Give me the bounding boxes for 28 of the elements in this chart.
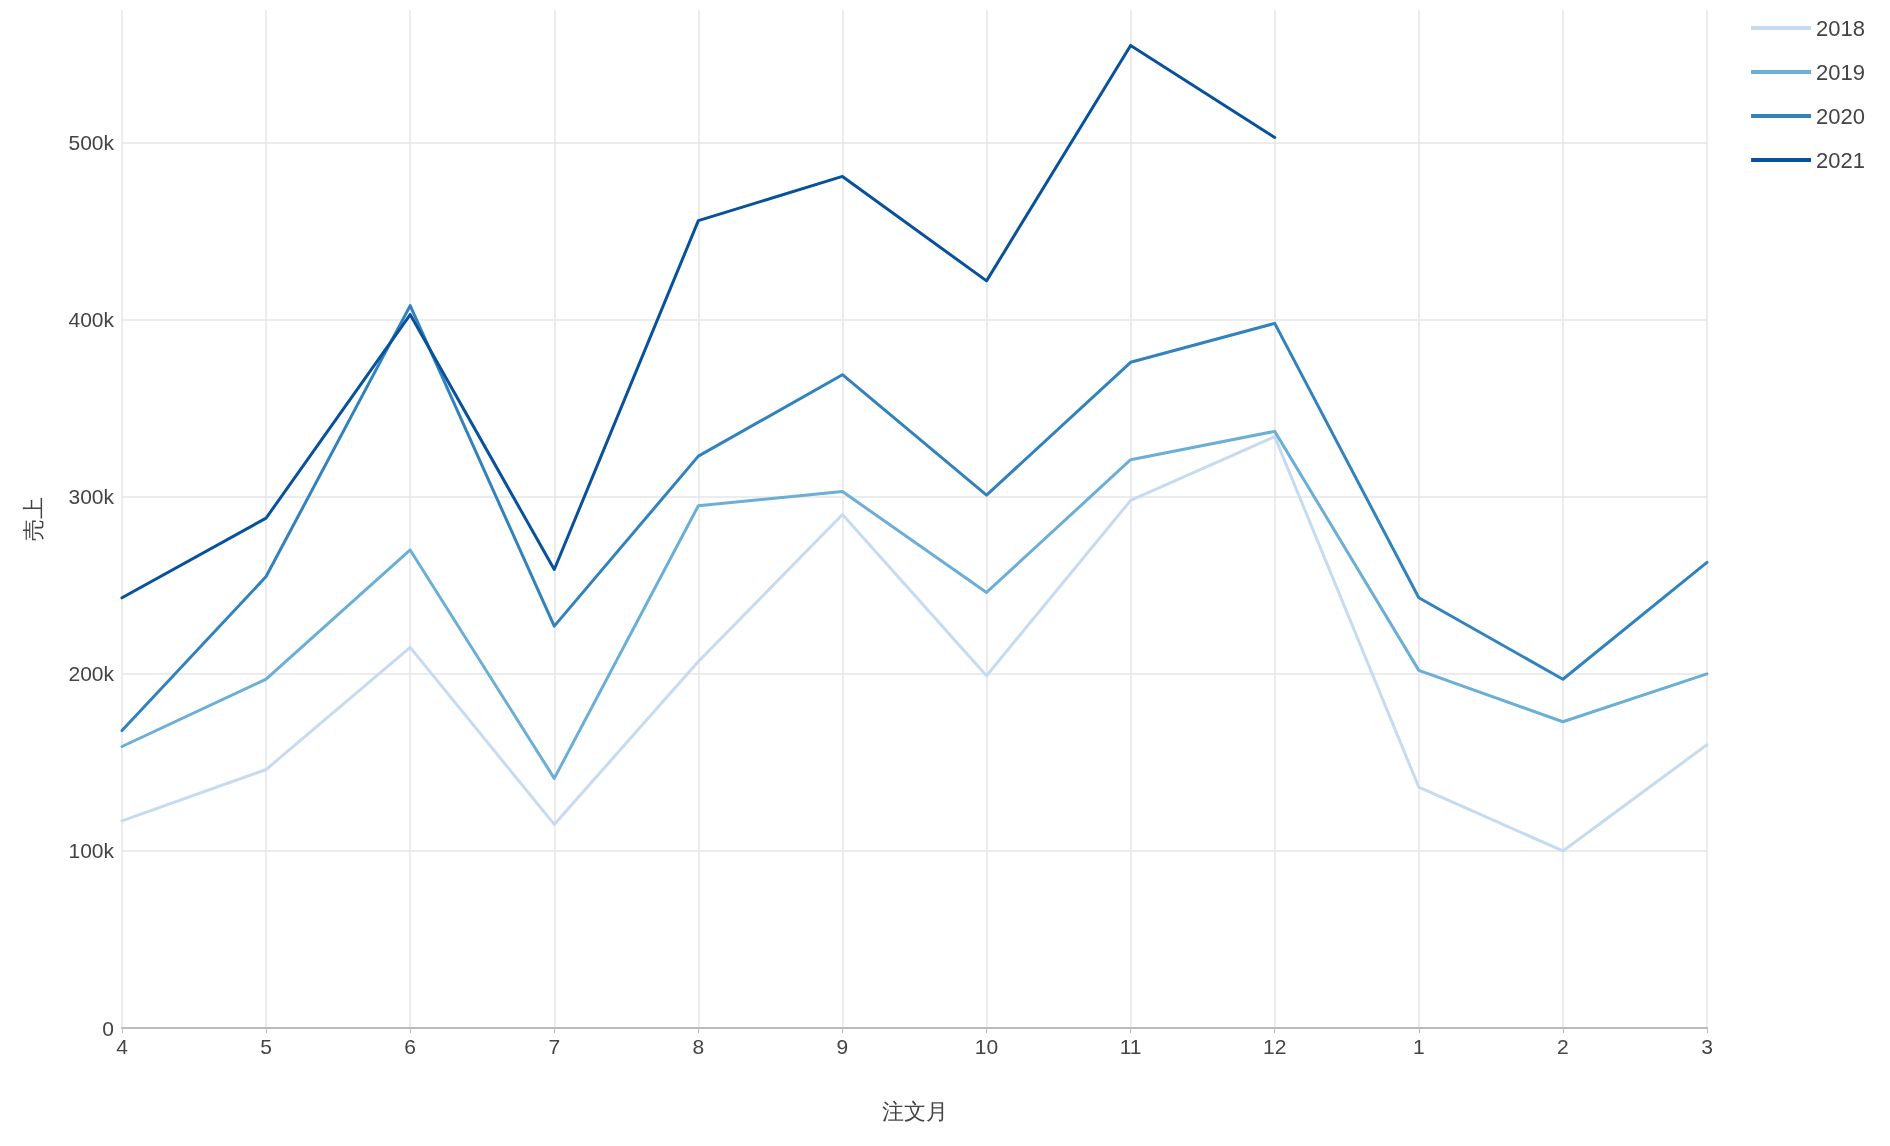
x-tick-label: 5 (260, 1035, 272, 1058)
legend-label: 2021 (1816, 147, 1866, 173)
x-tick-label: 10 (974, 1035, 999, 1058)
y-tick-label: 300k (68, 485, 115, 509)
line-series (120, 435, 1709, 853)
x-tick-label: 8 (692, 1035, 705, 1058)
y-axis-title: 売上 (20, 497, 46, 541)
x-tick-label: 6 (404, 1035, 417, 1058)
line-series (120, 429, 1709, 780)
x-tick-label: 12 (1263, 1035, 1287, 1058)
line-series (120, 43, 1277, 600)
x-tick-label: 1 (1412, 1035, 1425, 1058)
y-tick-label: 0 (102, 1016, 114, 1040)
x-tick-label: 2 (1557, 1035, 1569, 1058)
x-tick-label: 11 (1119, 1035, 1142, 1058)
x-tick-label: 7 (548, 1035, 561, 1058)
x-tick-label: 3 (1701, 1035, 1713, 1058)
x-tick-label: 4 (116, 1035, 129, 1058)
legend-label: 2020 (1816, 103, 1866, 129)
y-tick-label: 200k (68, 662, 115, 686)
y-tick-label: 400k (68, 308, 115, 332)
line-series (120, 304, 1709, 733)
x-tick-label: 9 (836, 1035, 849, 1058)
legend-label: 2019 (1816, 59, 1866, 85)
y-tick-label: 100k (68, 839, 115, 863)
x-axis-title: 注文月 (881, 1098, 948, 1124)
legend-label: 2018 (1816, 15, 1866, 41)
y-tick-label: 500k (68, 131, 115, 155)
